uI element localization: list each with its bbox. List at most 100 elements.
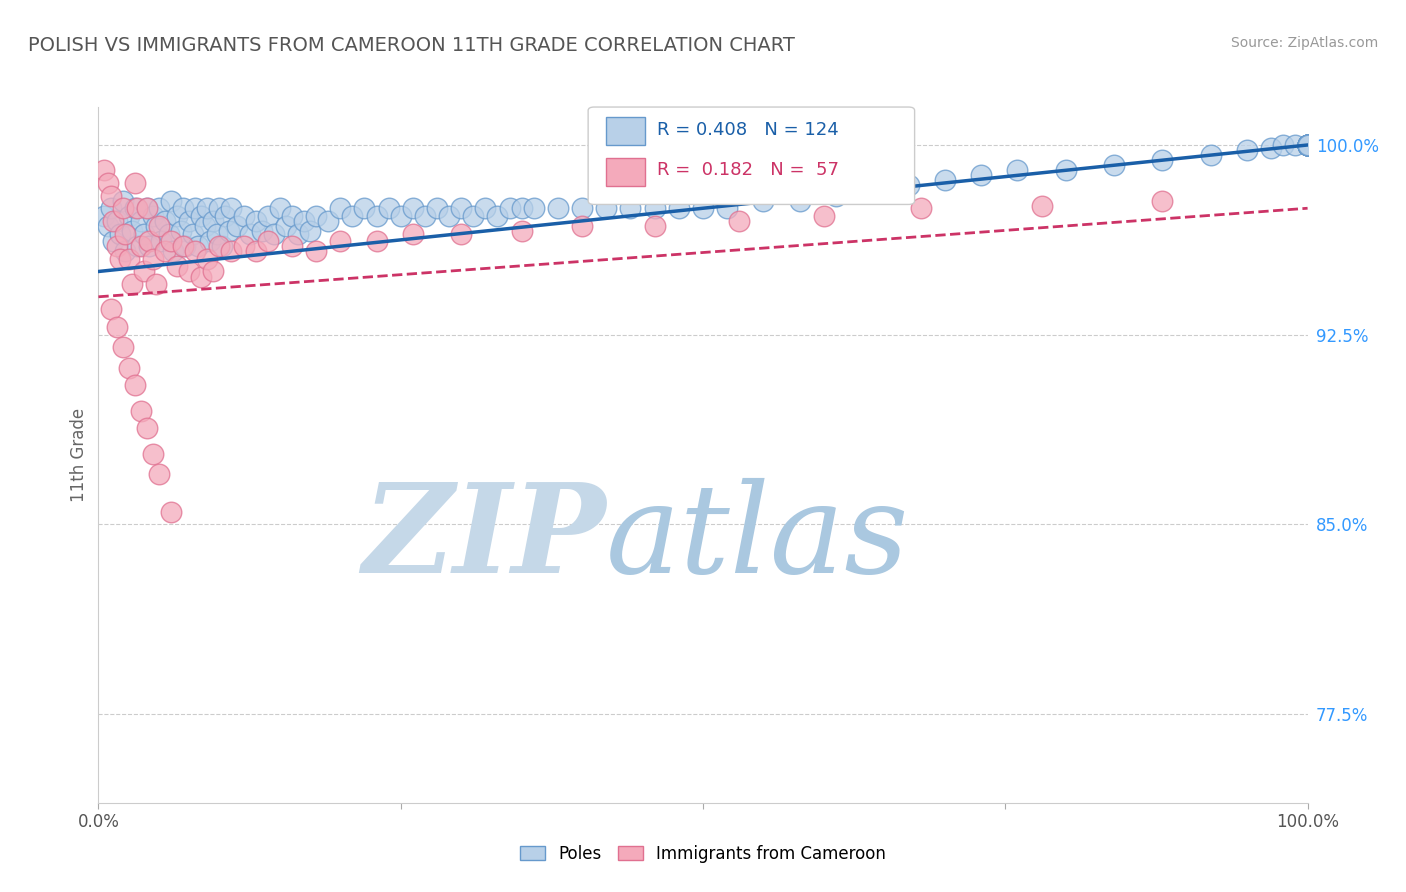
Point	[114, 227, 136, 241]
Point	[1296, 138, 1319, 153]
Point	[498, 201, 520, 215]
Point	[825, 188, 848, 202]
Point	[1296, 138, 1319, 153]
Point	[595, 201, 617, 215]
Point	[366, 209, 388, 223]
Point	[166, 260, 188, 274]
Point	[135, 421, 157, 435]
Point	[413, 209, 436, 223]
Point	[292, 214, 315, 228]
Point	[1284, 138, 1306, 153]
Point	[148, 219, 170, 233]
Point	[153, 244, 176, 259]
Point	[179, 264, 201, 278]
Point	[134, 227, 156, 241]
Point	[1296, 138, 1319, 153]
Bar	[606, 158, 645, 186]
Point	[463, 209, 485, 223]
Point	[1296, 138, 1319, 153]
Point	[1296, 138, 1319, 153]
Point	[160, 234, 183, 248]
Point	[1296, 138, 1319, 153]
Point	[377, 201, 399, 215]
Point	[1296, 138, 1319, 153]
Point	[1296, 138, 1319, 153]
Point	[129, 239, 152, 253]
Point	[1054, 163, 1077, 178]
Point	[353, 201, 375, 215]
Point	[1296, 138, 1319, 153]
Point	[97, 219, 120, 233]
Point	[124, 378, 146, 392]
Point	[129, 214, 152, 228]
Point	[1296, 138, 1319, 153]
Point	[1236, 143, 1258, 157]
Point	[1296, 138, 1319, 153]
Point	[1260, 140, 1282, 154]
Point	[1296, 138, 1319, 153]
Point	[202, 214, 225, 228]
Point	[486, 209, 509, 223]
Point	[1296, 138, 1319, 153]
Point	[202, 264, 225, 278]
Point	[1296, 138, 1319, 153]
Point	[172, 239, 194, 253]
Point	[221, 244, 243, 259]
Point	[148, 201, 170, 215]
Point	[1296, 138, 1319, 153]
Point	[1152, 194, 1174, 208]
Point	[121, 224, 143, 238]
Legend: Poles, Immigrants from Cameroon: Poles, Immigrants from Cameroon	[512, 837, 894, 871]
Point	[245, 214, 267, 228]
Point	[184, 244, 207, 259]
Point	[198, 234, 221, 248]
Point	[450, 227, 472, 241]
Point	[129, 403, 152, 417]
Point	[510, 224, 533, 238]
Point	[274, 219, 297, 233]
Point	[214, 209, 236, 223]
Point	[547, 201, 569, 215]
Point	[329, 201, 352, 215]
Point	[169, 224, 191, 238]
Point	[105, 214, 128, 228]
Point	[329, 234, 352, 248]
Point	[402, 201, 425, 215]
Point	[934, 173, 956, 187]
Point	[1296, 138, 1319, 153]
Point	[1296, 138, 1319, 153]
Point	[226, 219, 249, 233]
Point	[97, 176, 120, 190]
Bar	[606, 118, 645, 145]
Point	[789, 194, 811, 208]
Point	[316, 214, 339, 228]
Point	[1102, 158, 1125, 172]
Point	[111, 340, 134, 354]
Text: R =  0.182   N =  57: R = 0.182 N = 57	[657, 161, 839, 178]
Point	[1272, 138, 1295, 153]
Point	[402, 227, 425, 241]
Point	[135, 201, 157, 215]
Point	[1296, 138, 1319, 153]
Point	[148, 467, 170, 481]
Point	[287, 227, 309, 241]
FancyBboxPatch shape	[588, 107, 915, 204]
Point	[138, 234, 160, 248]
Point	[127, 201, 149, 215]
Point	[305, 209, 328, 223]
Point	[450, 201, 472, 215]
Point	[187, 239, 209, 253]
Point	[426, 201, 449, 215]
Point	[256, 234, 278, 248]
Point	[263, 227, 285, 241]
Point	[174, 239, 197, 253]
Point	[1296, 138, 1319, 153]
Point	[100, 302, 122, 317]
Point	[970, 169, 993, 183]
Point	[145, 277, 167, 292]
Point	[668, 201, 690, 215]
Point	[190, 209, 212, 223]
Point	[93, 163, 115, 178]
Point	[162, 244, 184, 259]
Point	[342, 209, 364, 223]
